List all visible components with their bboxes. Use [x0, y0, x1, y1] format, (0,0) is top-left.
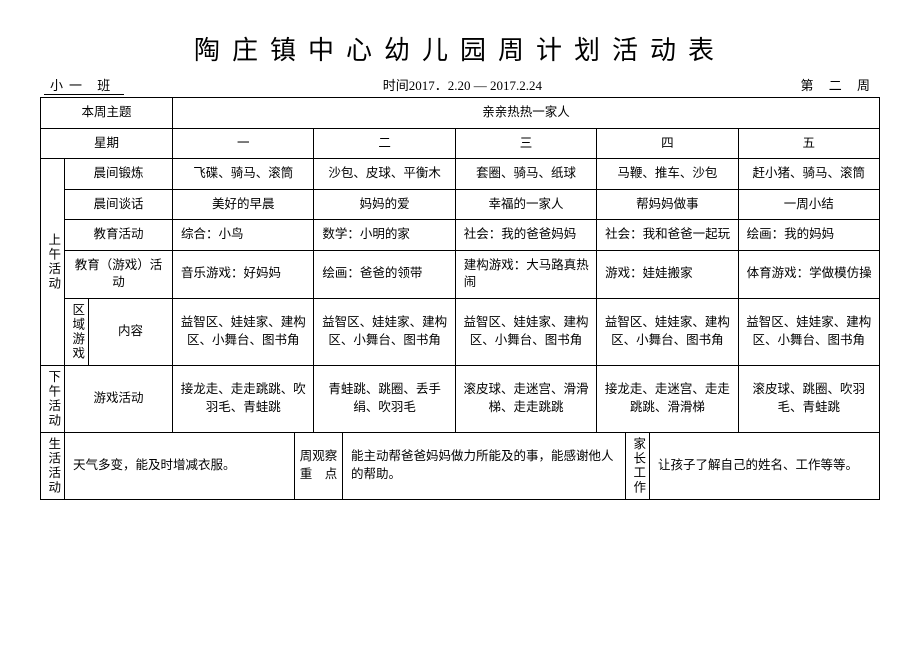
day-label: 星期: [41, 128, 173, 159]
table-row: 教育（游戏）活动 音乐游戏：好妈妈 绘画：爸爸的领带 建构游戏：大马路真热闹 游…: [41, 250, 880, 298]
cell: 综合：小鸟: [173, 220, 314, 251]
cell: 套圈、骑马、纸球: [455, 159, 596, 190]
cell: 益智区、娃娃家、建构区、小舞台、图书角: [173, 298, 314, 365]
table-row: 本周主题 亲亲热热一家人: [41, 98, 880, 129]
cell: 益智区、娃娃家、建构区、小舞台、图书角: [455, 298, 596, 365]
cell: 社会：我的爸爸妈妈: [455, 220, 596, 251]
cell: 绘画：我的妈妈: [738, 220, 879, 251]
table-row: 晨间谈话 美好的早晨 妈妈的爱 幸福的一家人 帮妈妈做事 一周小结: [41, 189, 880, 220]
row-label: 教育（游戏）活动: [65, 250, 173, 298]
parent-label: 家长工作: [626, 433, 650, 500]
cell: 益智区、娃娃家、建构区、小舞台、图书角: [597, 298, 738, 365]
cell: 音乐游戏：好妈妈: [173, 250, 314, 298]
table-row: 教育活动 综合：小鸟 数学：小明的家 社会：我的爸爸妈妈 社会：我和爸爸一起玩 …: [41, 220, 880, 251]
row-label: 内容: [89, 298, 173, 365]
page-title: 陶庄镇中心幼儿园周计划活动表: [40, 30, 880, 67]
morning-label: 上午活动: [41, 159, 65, 366]
life-label: 生活活动: [41, 433, 65, 500]
cell: 沙包、皮球、平衡木: [314, 159, 455, 190]
cell: 益智区、娃娃家、建构区、小舞台、图书角: [314, 298, 455, 365]
table-row: 上午活动 晨间锻炼 飞碟、骑马、滚筒 沙包、皮球、平衡木 套圈、骑马、纸球 马鞭…: [41, 159, 880, 190]
schedule-table: 本周主题 亲亲热热一家人 星期 一 二 三 四 五 上午活动 晨间锻炼 飞碟、骑…: [40, 97, 880, 433]
day-header: 一: [173, 128, 314, 159]
cell: 妈妈的爱: [314, 189, 455, 220]
cell: 接龙走、走走跳跳、吹羽毛、青蛙跳: [173, 365, 314, 432]
theme-value: 亲亲热热一家人: [173, 98, 880, 129]
class-label: 小一 班: [44, 75, 124, 95]
life-text: 天气多变，能及时增减衣服。: [65, 433, 295, 500]
table-row: 生活活动 天气多变，能及时增减衣服。 周观察重 点 能主动帮爸爸妈妈做力所能及的…: [41, 433, 880, 500]
cell: 数学：小明的家: [314, 220, 455, 251]
table-row: 星期 一 二 三 四 五: [41, 128, 880, 159]
cell: 赶小猪、骑马、滚筒: [738, 159, 879, 190]
cell: 马鞭、推车、沙包: [597, 159, 738, 190]
time-label: 时间2017．2.20 — 2017.2.24: [383, 75, 542, 95]
obs-label: 周观察重 点: [295, 433, 343, 500]
cell: 帮妈妈做事: [597, 189, 738, 220]
cell: 体育游戏：学做模仿操: [738, 250, 879, 298]
cell: 接龙走、走迷宫、走走跳跳、滑滑梯: [597, 365, 738, 432]
cell: 飞碟、骑马、滚筒: [173, 159, 314, 190]
row-label: 晨间谈话: [65, 189, 173, 220]
row-label: 晨间锻炼: [65, 159, 173, 190]
cell: 青蛙跳、跳圈、丢手绢、吹羽毛: [314, 365, 455, 432]
row-label: 游戏活动: [65, 365, 173, 432]
row-label: 教育活动: [65, 220, 173, 251]
day-header: 四: [597, 128, 738, 159]
day-header: 三: [455, 128, 596, 159]
week-label: 第 二 周: [800, 75, 876, 95]
cell: 益智区、娃娃家、建构区、小舞台、图书角: [738, 298, 879, 365]
theme-label: 本周主题: [41, 98, 173, 129]
afternoon-label: 下午活动: [41, 365, 65, 432]
cell: 滚皮球、跳圈、吹羽毛、青蛙跳: [738, 365, 879, 432]
cell: 幸福的一家人: [455, 189, 596, 220]
sub-header: 小一 班 时间2017．2.20 — 2017.2.24 第 二 周: [40, 75, 880, 95]
bottom-table: 生活活动 天气多变，能及时增减衣服。 周观察重 点 能主动帮爸爸妈妈做力所能及的…: [40, 433, 880, 500]
area-label: 区域游戏: [65, 298, 89, 365]
cell: 建构游戏：大马路真热闹: [455, 250, 596, 298]
cell: 美好的早晨: [173, 189, 314, 220]
cell: 社会：我和爸爸一起玩: [597, 220, 738, 251]
cell: 游戏：娃娃搬家: [597, 250, 738, 298]
day-header: 五: [738, 128, 879, 159]
obs-text: 能主动帮爸爸妈妈做力所能及的事，能感谢他人的帮助。: [343, 433, 626, 500]
day-header: 二: [314, 128, 455, 159]
table-row: 区域游戏 内容 益智区、娃娃家、建构区、小舞台、图书角 益智区、娃娃家、建构区、…: [41, 298, 880, 365]
cell: 滚皮球、走迷宫、滑滑梯、走走跳跳: [455, 365, 596, 432]
table-row: 下午活动 游戏活动 接龙走、走走跳跳、吹羽毛、青蛙跳 青蛙跳、跳圈、丢手绢、吹羽…: [41, 365, 880, 432]
cell: 绘画：爸爸的领带: [314, 250, 455, 298]
cell: 一周小结: [738, 189, 879, 220]
parent-text: 让孩子了解自己的姓名、工作等等。: [650, 433, 880, 500]
